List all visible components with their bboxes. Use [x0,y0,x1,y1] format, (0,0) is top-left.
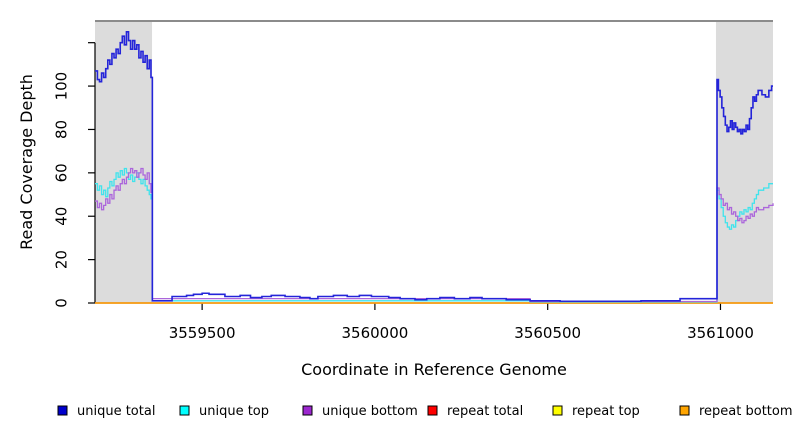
y-tick-label: 60 [53,163,71,182]
series-layer [95,31,774,304]
legend-label-unique-total: unique total [77,404,155,419]
x-tick-label: 3560000 [342,324,409,342]
x-tick-label: 3560500 [514,324,581,342]
legend-label-unique-bottom: unique bottom [322,404,418,419]
x-tick-label: 3561000 [687,324,754,342]
shaded-regions-layer [95,20,773,303]
series-line-unique-total [95,31,773,303]
legend-layer: unique total unique top unique bottom repea… [57,404,792,419]
legend-swatch-unique-top [179,405,190,416]
axes-layer: 0 20 40 60 80 100 3559500 3560000 3560500 3561000 [53,42,773,342]
y-axis-title: Read Coverage Depth [17,74,36,250]
legend-label-repeat-top: repeat top [572,404,640,419]
y-tick-label: 40 [53,207,71,226]
legend-swatch-unique-total [57,405,68,416]
x-tick-label: 3559500 [169,324,236,342]
legend-label-repeat-bottom: repeat bottom [699,404,792,419]
legend-label-repeat-total: repeat total [447,404,523,419]
x-axis-title: Coordinate in Reference Genome [301,360,567,379]
y-tick-label: 80 [53,120,71,139]
y-tick-label: 0 [53,298,71,308]
shaded-region [95,21,153,303]
shaded-region [715,21,773,303]
legend-label-unique-top: unique top [199,404,269,419]
y-tick-label: 100 [53,72,71,101]
legend-swatch-repeat-total [427,405,438,416]
legend-swatch-repeat-top [552,405,563,416]
series-line-unique-bottom [95,167,774,303]
legend-swatch-unique-bottom [302,405,313,416]
series-line-unique-top [95,167,773,303]
y-tick-label: 20 [53,250,71,269]
legend-swatch-repeat-bottom [679,405,690,416]
